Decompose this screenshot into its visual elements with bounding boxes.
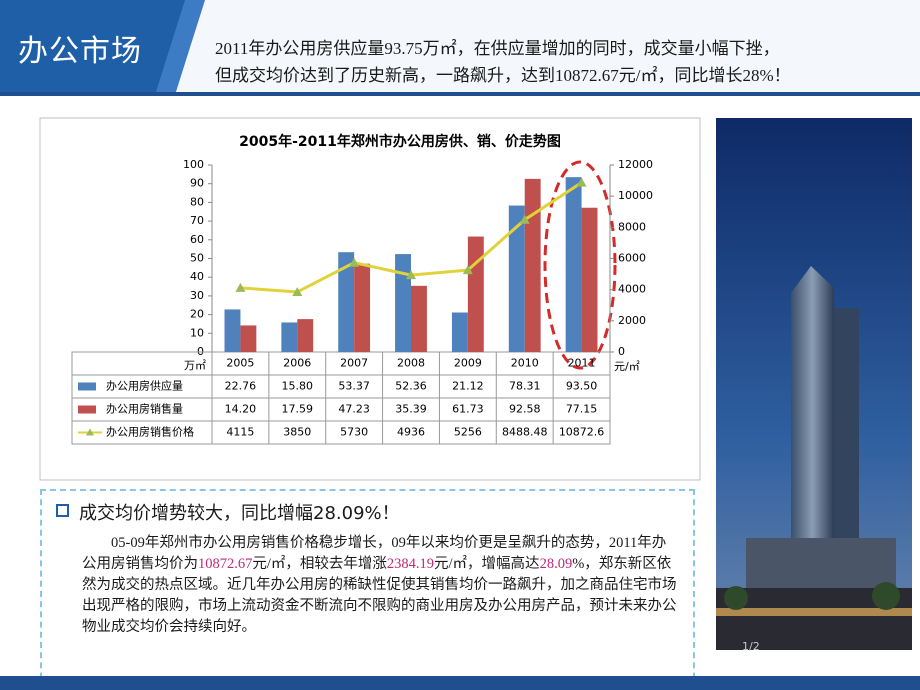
bar — [565, 177, 582, 352]
y2-tick-label: 10000 — [618, 189, 653, 202]
y-axis-unit: 万㎡ — [184, 359, 206, 372]
table-value: 3850 — [283, 426, 311, 439]
line-marker — [235, 282, 246, 292]
x-tick-label: 2010 — [511, 357, 539, 370]
y2-axis-unit: 元/㎡ — [614, 360, 640, 373]
paragraph-text: 元/㎡，增幅高达 — [434, 556, 540, 572]
y-tick-label: 60 — [190, 233, 204, 246]
x-tick-label: 2006 — [283, 357, 311, 370]
y-tick-label: 10 — [190, 326, 204, 339]
highlight-number: 2384.19 — [386, 556, 435, 572]
table-value: 21.12 — [452, 380, 484, 393]
bar — [581, 207, 598, 352]
bar — [281, 322, 298, 352]
chart-title: 2005年-2011年郑州市办公用房供、销、价走势图 — [239, 133, 561, 150]
y-tick-label: 70 — [190, 214, 204, 227]
x-tick-label: 2008 — [397, 357, 425, 370]
bar — [224, 309, 241, 352]
legend-label: 办公用房供应量 — [106, 379, 183, 393]
line-marker — [519, 214, 530, 224]
table-value: 14.20 — [225, 403, 257, 416]
table-value: 52.36 — [395, 380, 427, 393]
x-tick-label: 2009 — [454, 357, 482, 370]
y-tick-label: 40 — [190, 270, 204, 283]
y2-tick-label: 8000 — [618, 220, 646, 233]
legend-swatch — [78, 405, 96, 414]
page-number: 1/2 — [742, 640, 760, 653]
y2-tick-label: 2000 — [618, 314, 646, 327]
highlight-ellipse — [543, 160, 617, 370]
table-value: 4936 — [397, 426, 425, 439]
bar — [467, 236, 484, 352]
highlight-number: 28.09 — [539, 556, 573, 572]
table-value: 4115 — [226, 426, 254, 439]
y-tick-label: 80 — [190, 195, 204, 208]
line-marker — [292, 287, 303, 297]
chart: 2005年-2011年郑州市办公用房供、销、价走势图 万㎡ 元/㎡ 0 10 20 3… — [39, 117, 701, 481]
paragraph-text: 05-09年郑州市办公用房销售价格稳步增长，09年以来均价更是呈飙升的态势，20… — [82, 535, 667, 572]
y-tick-label: 20 — [190, 308, 204, 321]
y-tick-label: 90 — [190, 177, 204, 190]
table-value: 35.39 — [395, 403, 427, 416]
legend-marker — [86, 428, 94, 436]
y2-tick-label: 12000 — [618, 158, 653, 171]
line-marker — [349, 257, 360, 267]
box-heading-text: 成交均价增势较大，同比增幅28.09%！ — [79, 503, 400, 524]
bar — [395, 254, 411, 352]
table-value: 5730 — [340, 426, 368, 439]
table-value: 47.23 — [338, 403, 370, 416]
table-value: 92.58 — [509, 403, 541, 416]
box-heading: 成交均价增势较大，同比增幅28.09%！ — [56, 499, 400, 525]
section-title: 办公市场 — [18, 34, 142, 69]
legend-label: 办公用房销售量 — [106, 402, 183, 416]
headline: 但成交均价达到了历史新高，一路飙升，达到10872.67元/㎡，同比增长28%！ — [215, 66, 791, 85]
table-value: 61.73 — [452, 403, 484, 416]
table-value: 78.31 — [509, 380, 541, 393]
bar — [354, 263, 371, 352]
table-value: 17.59 — [282, 403, 314, 416]
x-tick-label: 2007 — [340, 357, 368, 370]
table-value: 10872.6 — [559, 426, 605, 439]
y2-tick-label: 4000 — [618, 283, 646, 296]
y-tick-label: 50 — [190, 252, 204, 265]
bar — [411, 285, 427, 352]
bar — [297, 319, 314, 352]
y-tick-label: 30 — [190, 289, 204, 302]
table-value: 22.76 — [225, 380, 257, 393]
table-value: 15.80 — [282, 380, 314, 393]
bar — [338, 252, 355, 352]
headline: 2011年办公用房供应量93.75万㎡，在供应量增加的同时，成交量小幅下挫， — [215, 39, 780, 58]
x-tick-label: 2005 — [226, 357, 254, 370]
table-value: 53.37 — [338, 380, 370, 393]
building-photo — [716, 118, 912, 650]
header-decor — [0, 0, 920, 96]
bar — [451, 312, 468, 352]
bar — [240, 325, 257, 352]
x-tick-label: 2011 — [568, 357, 596, 370]
y2-tick-label: 0 — [618, 345, 625, 358]
paragraph-text: %，郑东新区依然为成交的热点区域。近几年办公用房的稀缺性促使其销售均价一路飙升，… — [82, 556, 677, 635]
legend-swatch — [78, 382, 96, 391]
summary-box: 成交均价增势较大，同比增幅28.09%！ 05-09年郑州市办公用房销售价格稳步… — [40, 489, 695, 690]
box-paragraph: 05-09年郑州市办公用房销售价格稳步增长，09年以来均价更是呈飙升的态势，20… — [82, 533, 680, 638]
bar — [524, 178, 541, 352]
bar — [508, 205, 525, 352]
line-marker — [576, 177, 587, 187]
table-value: 77.15 — [566, 403, 598, 416]
table-value: 93.50 — [566, 380, 598, 393]
line-marker — [406, 270, 416, 280]
highlight-number: 10872.67 — [198, 556, 253, 572]
table-value: 8488.48 — [502, 426, 548, 439]
table-value: 5256 — [454, 426, 482, 439]
paragraph-text: 元/㎡，相较去年增涨 — [252, 556, 387, 572]
legend-label: 办公用房销售价格 — [106, 425, 194, 439]
y-tick-label: 100 — [183, 158, 204, 171]
bottom-band — [0, 676, 920, 690]
line-marker — [462, 265, 473, 275]
y2-tick-label: 6000 — [618, 252, 646, 265]
